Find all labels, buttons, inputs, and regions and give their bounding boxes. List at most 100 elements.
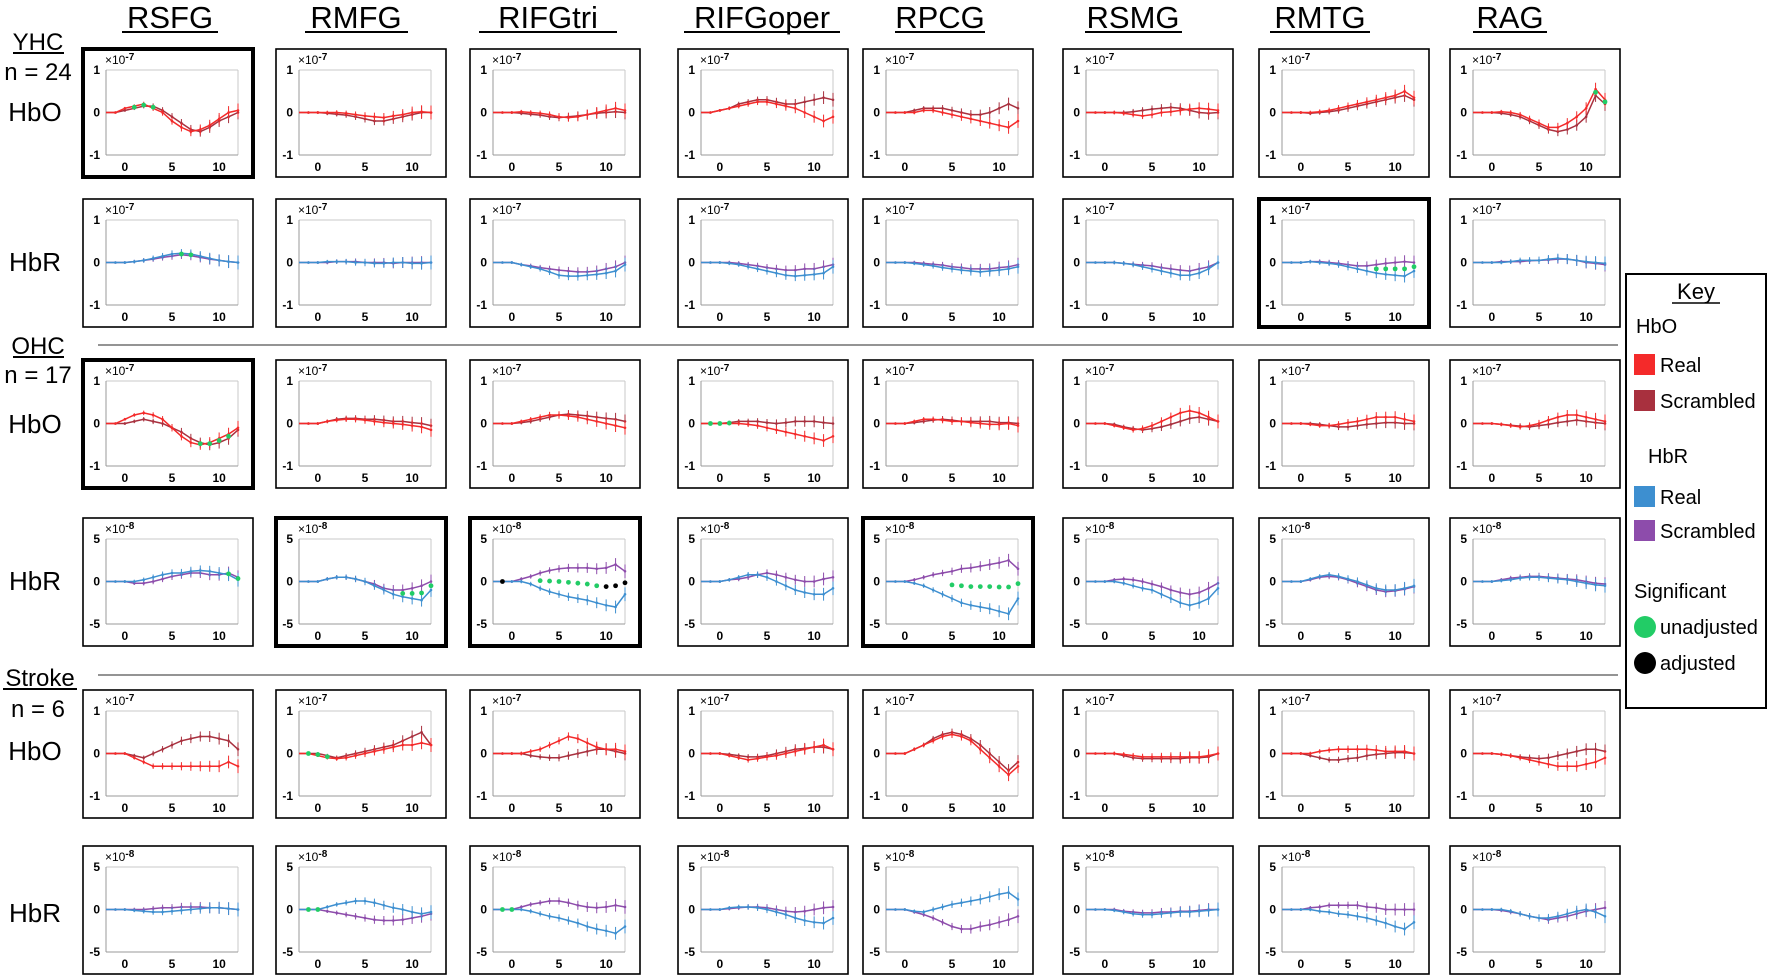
real-series-point bbox=[1490, 422, 1494, 425]
scrambled-series-point bbox=[576, 903, 580, 907]
scrambled-series-point bbox=[822, 96, 825, 99]
real-series-point bbox=[1481, 908, 1484, 911]
scrambled-series-point bbox=[756, 420, 759, 423]
row-label-ohc-hbr: HbR bbox=[9, 566, 61, 596]
real-series-point bbox=[316, 261, 320, 264]
scrambled-series-point bbox=[978, 564, 982, 568]
scrambled-series-point bbox=[1365, 423, 1369, 426]
real-series-point bbox=[1308, 908, 1312, 911]
x-tick-label: 0 bbox=[902, 629, 909, 643]
real-series-point bbox=[812, 437, 816, 440]
real-series-point bbox=[931, 264, 935, 268]
real-series-point bbox=[1007, 126, 1010, 129]
real-series-point bbox=[793, 750, 797, 753]
scrambled-series-point bbox=[595, 567, 599, 571]
y-tick-label: -5 bbox=[1069, 617, 1080, 631]
real-series-point bbox=[1356, 915, 1359, 918]
real-series-point bbox=[1374, 587, 1378, 590]
scrambled-series-point bbox=[236, 747, 240, 751]
real-series-point bbox=[548, 113, 551, 116]
scrambled-series-point bbox=[161, 422, 164, 425]
scrambled-series-point bbox=[1412, 261, 1416, 264]
real-series-point bbox=[548, 743, 551, 747]
x-tick-label: 10 bbox=[1579, 160, 1593, 174]
panel-ohc-hbo-rpcg: ×10-710-10 5 10 bbox=[862, 359, 1034, 489]
scrambled-series-point bbox=[623, 905, 627, 909]
real-series-point bbox=[1403, 274, 1406, 278]
scrambled-series-point bbox=[538, 755, 542, 759]
real-series-point bbox=[969, 739, 973, 743]
significance-marker-unadjusted bbox=[996, 584, 1002, 590]
x-tick-label: 10 bbox=[807, 471, 821, 485]
scrambled-series-point bbox=[1327, 758, 1331, 762]
real-series-point bbox=[1594, 87, 1597, 91]
real-series-point bbox=[822, 592, 825, 596]
real-series-point bbox=[1290, 580, 1293, 583]
real-series-point bbox=[709, 752, 712, 755]
scrambled-series-point bbox=[950, 570, 954, 573]
panel-yhc-hbo-rifgtri: ×10-710-10 5 10 bbox=[469, 48, 641, 178]
real-series-point bbox=[1412, 96, 1416, 99]
significance-marker-unadjusted bbox=[428, 583, 434, 589]
real-series-point bbox=[161, 764, 164, 768]
scrambled-series-point bbox=[198, 735, 202, 738]
y-tick-label: 0 bbox=[480, 256, 487, 270]
real-series-point bbox=[969, 117, 973, 121]
y-tick-label: -5 bbox=[1265, 945, 1276, 959]
real-series-point bbox=[775, 271, 778, 275]
x-tick-label: 0 bbox=[1298, 629, 1305, 643]
real-series-point bbox=[718, 109, 722, 112]
scrambled-series-point bbox=[325, 909, 329, 913]
scrambled-series-point bbox=[151, 907, 155, 910]
x-tick-label: 10 bbox=[599, 310, 613, 324]
real-series-point bbox=[765, 755, 769, 759]
group-label-ohc: OHC bbox=[11, 333, 64, 360]
scrambled-series-point bbox=[538, 901, 542, 904]
real-series-point bbox=[1547, 126, 1550, 129]
real-series-point bbox=[969, 269, 973, 273]
scrambled-series-point bbox=[391, 919, 395, 922]
real-series-point bbox=[1537, 422, 1541, 425]
real-series-point bbox=[1207, 267, 1210, 271]
scrambled-series-point bbox=[1365, 905, 1369, 909]
y-tick-label: 1 bbox=[1269, 704, 1276, 718]
panel-yhc-hbr-rmtg: ×10-710-10 5 10 bbox=[1257, 197, 1431, 329]
scrambled-series-point bbox=[960, 927, 963, 931]
scrambled-series-point bbox=[988, 111, 992, 114]
real-series-point bbox=[557, 592, 561, 596]
real-series-point bbox=[1556, 126, 1560, 129]
real-series-point bbox=[1384, 415, 1388, 419]
y-tick-label: -1 bbox=[1069, 459, 1080, 473]
real-series-point bbox=[997, 609, 1001, 613]
scrambled-series-point bbox=[189, 737, 193, 740]
y-tick-label: -1 bbox=[476, 789, 487, 803]
real-series-point bbox=[1207, 415, 1210, 419]
real-series-point bbox=[382, 116, 386, 119]
real-series-point bbox=[727, 106, 731, 110]
real-series-point bbox=[604, 929, 608, 933]
real-series-point bbox=[382, 421, 386, 424]
legend-label-hbo-scrambled: Scrambled bbox=[1660, 391, 1756, 413]
x-tick-label: 5 bbox=[362, 629, 369, 643]
panel-ohc-hbr-rpcg: ×10-850-50 5 10 bbox=[861, 516, 1035, 648]
x-tick-label: 10 bbox=[1388, 310, 1402, 324]
real-series-point bbox=[335, 903, 339, 906]
real-series-point bbox=[614, 424, 617, 427]
scrambled-series-point bbox=[1207, 587, 1210, 590]
real-series-point bbox=[1150, 913, 1154, 916]
real-series-point bbox=[922, 584, 926, 588]
scrambled-series-point bbox=[1160, 585, 1163, 588]
real-series-point bbox=[784, 104, 788, 108]
x-tick-label: 5 bbox=[764, 957, 771, 971]
column-header-rpcg: RPCG bbox=[895, 0, 985, 35]
real-series-point bbox=[335, 418, 339, 422]
y-tick-label: 0 bbox=[286, 575, 293, 589]
scrambled-series-point bbox=[344, 913, 348, 916]
scrambled-series-point bbox=[151, 752, 155, 755]
real-series-point bbox=[316, 111, 320, 114]
x-tick-label: 10 bbox=[992, 310, 1006, 324]
real-series-point bbox=[997, 268, 1001, 272]
significance-marker-unadjusted bbox=[968, 584, 974, 589]
significance-marker-unadjusted bbox=[1602, 99, 1608, 105]
real-series-point bbox=[501, 111, 504, 114]
